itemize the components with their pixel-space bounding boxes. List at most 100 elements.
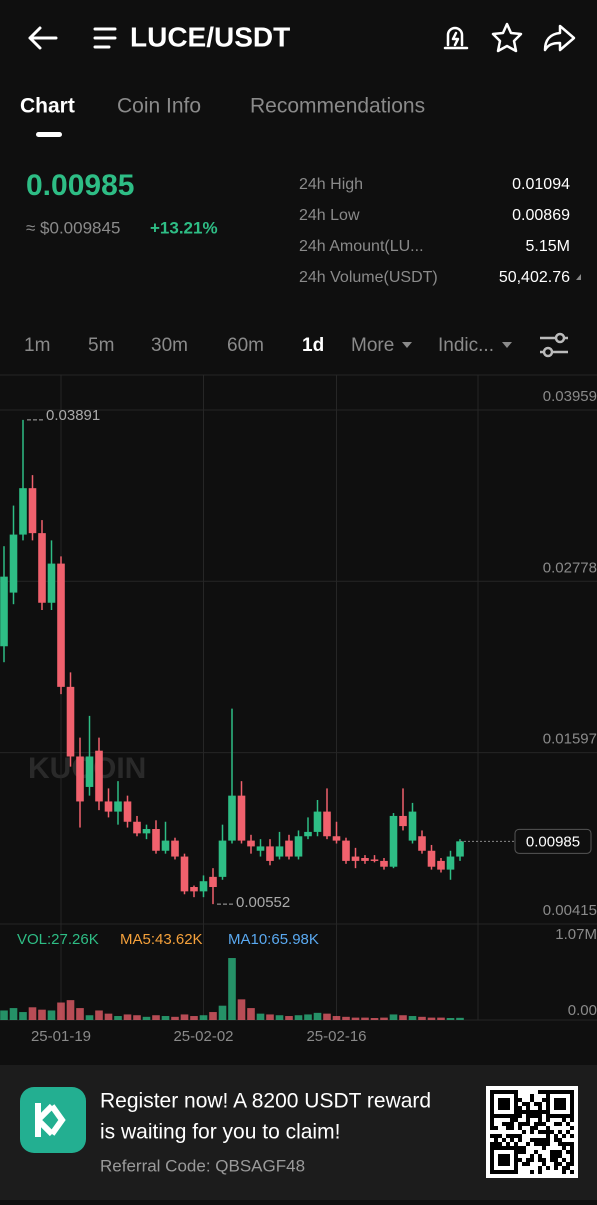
qr-cell (494, 1090, 498, 1094)
qr-cell (554, 1102, 558, 1106)
volume-bar (389, 1014, 398, 1020)
qr-cell (514, 1146, 518, 1150)
qr-cell (558, 1150, 562, 1154)
qr-cell (518, 1106, 522, 1110)
qr-cell (558, 1130, 562, 1134)
qr-cell (514, 1170, 518, 1174)
candle-body (161, 840, 170, 851)
volume-bar (218, 1005, 227, 1020)
share-button[interactable] (543, 24, 576, 52)
candle-body (152, 829, 160, 851)
qr-cell (522, 1130, 526, 1134)
qr-cell (522, 1146, 526, 1150)
volume-bar (66, 1000, 75, 1020)
qr-cell (554, 1166, 558, 1170)
candle-body (342, 840, 350, 861)
qr-cell (510, 1146, 514, 1150)
qr-cell (542, 1162, 546, 1166)
y-tick-label: 0.03959 (543, 388, 597, 405)
qr-cell (558, 1102, 562, 1106)
qr-cell (490, 1114, 494, 1118)
qr-cell (570, 1158, 574, 1162)
volume-bar (351, 1017, 360, 1020)
qr-cell (530, 1130, 534, 1134)
qr-cell (554, 1134, 558, 1138)
back-button[interactable] (28, 26, 58, 50)
qr-cell (510, 1134, 514, 1138)
interval-tab[interactable]: 1m (24, 335, 50, 356)
qr-cell (498, 1102, 502, 1106)
candle-body (57, 563, 65, 687)
qr-cell (546, 1094, 550, 1098)
candle-body (228, 795, 236, 841)
qr-cell (518, 1122, 522, 1126)
qr-cell (546, 1138, 550, 1142)
qr-cell (538, 1122, 542, 1126)
qr-cell (550, 1154, 554, 1158)
candle-body (66, 686, 75, 757)
candle-body (237, 795, 246, 841)
volume-bar (247, 1008, 255, 1020)
qr-cell (530, 1126, 534, 1130)
stat-value: 0.00869 (512, 207, 570, 224)
dropdown-icon (502, 342, 512, 348)
qr-cell (502, 1114, 506, 1118)
volume-bar (47, 1010, 56, 1020)
menu-button[interactable] (93, 27, 117, 49)
qr-cell (502, 1158, 506, 1162)
qr-cell (490, 1094, 494, 1098)
qr-cell (514, 1098, 518, 1102)
qr-cell (498, 1106, 502, 1110)
qr-cell (526, 1102, 530, 1106)
alert-button[interactable] (443, 26, 469, 50)
volume-bar (95, 1010, 103, 1020)
candle-body (199, 881, 208, 892)
tab[interactable]: Coin Info (117, 95, 201, 118)
interval-tab[interactable]: 30m (151, 335, 188, 356)
qr-cell (490, 1126, 494, 1130)
qr-cell (506, 1090, 510, 1094)
qr-cell (546, 1102, 550, 1106)
volume-bar (304, 1014, 312, 1020)
qr-cell (498, 1158, 502, 1162)
qr-cell (498, 1154, 502, 1158)
price-change: +13.21% (150, 218, 218, 237)
favorite-button[interactable] (491, 22, 523, 53)
interval-tab[interactable]: 60m (227, 335, 264, 356)
volume-bar (9, 1008, 18, 1020)
qr-cell (506, 1142, 510, 1146)
qr-cell (526, 1114, 530, 1118)
volume-bar (285, 1016, 293, 1020)
qr-cell (566, 1166, 570, 1170)
qr-cell (518, 1146, 522, 1150)
qr-cell (490, 1090, 494, 1094)
candle-body (9, 534, 18, 593)
qr-cell (570, 1106, 574, 1110)
last-price: 0.00985 (26, 169, 134, 202)
volume-bar (380, 1017, 388, 1020)
candle-body (76, 756, 84, 802)
candle-body (437, 860, 445, 870)
candle-body (247, 840, 255, 847)
interval-tab[interactable]: 5m (88, 335, 114, 356)
candle-body (28, 488, 37, 534)
qr-cell (562, 1090, 566, 1094)
qr-cell (570, 1162, 574, 1166)
volume-bar (294, 1015, 303, 1020)
interval-tab[interactable]: Indic... (438, 335, 494, 356)
max-label: 0.03891 (46, 407, 100, 424)
qr-cell (506, 1106, 510, 1110)
candle-body (209, 876, 217, 888)
qr-cell (538, 1114, 542, 1118)
candle-body (361, 858, 369, 861)
tab[interactable]: Chart (20, 95, 75, 118)
volume-bar (171, 1016, 179, 1020)
volume-bar (161, 1016, 170, 1020)
qr-cell (490, 1098, 494, 1102)
x-tick-label: 25-02-16 (306, 1028, 366, 1045)
interval-tab[interactable]: 1d (302, 335, 324, 356)
tab[interactable]: Recommendations (250, 95, 425, 118)
candle-body (180, 856, 189, 892)
interval-tab[interactable]: More (351, 335, 394, 356)
volume-bar (76, 1008, 84, 1020)
